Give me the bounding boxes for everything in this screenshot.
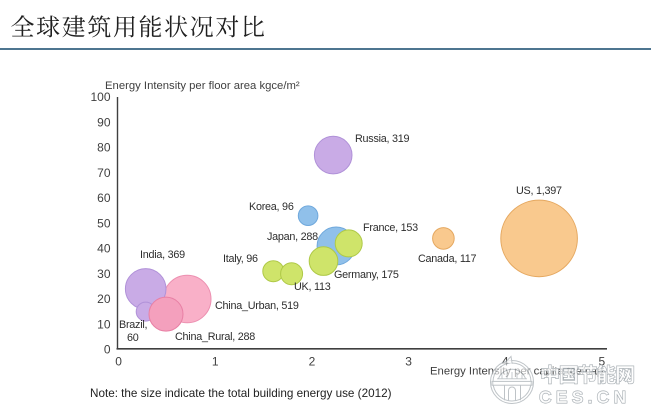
bubble-label-italy: Italy, 96 (223, 253, 258, 265)
x-tick-label: 5 (599, 354, 606, 368)
y-tick-label: 30 (97, 267, 111, 281)
bubble-label-india: India, 369 (140, 249, 185, 261)
bubble-label-france: France, 153 (363, 222, 418, 234)
bubble-label-china_urban: China_Urban, 519 (215, 300, 299, 312)
x-tick-label: 3 (405, 354, 412, 368)
y-tick-label: 60 (97, 191, 111, 205)
page-title (11, 15, 264, 38)
bubble-china_rural (148, 296, 184, 332)
watermark-domain: CES.CN (539, 387, 630, 407)
bubble-label-russia: Russia, 319 (355, 133, 410, 145)
page-title-glyphs (11, 15, 264, 38)
title-divider (0, 48, 651, 50)
chart-note: Note: the size indicate the total buildi… (90, 387, 392, 400)
y-tick-label: 100 (90, 90, 110, 104)
bubble-us (500, 199, 578, 278)
bubble-label-korea: Korea, 96 (249, 201, 294, 213)
bubble-label-china_rural: China_Rural, 288 (175, 331, 255, 343)
bubble-korea (297, 205, 319, 226)
bubble-label-brazil: Brazil, (119, 319, 147, 331)
bubble-russia (313, 135, 353, 175)
bubble-canada (432, 227, 455, 250)
x-tick-label: 1 (212, 354, 219, 368)
bubble-uk (280, 262, 304, 286)
y-tick-label: 40 (97, 242, 111, 256)
y-tick-label: 90 (97, 115, 111, 129)
chart-bubble-labels: China_Urban, 519 India, 369 Brazil,60 China… (119, 133, 562, 344)
watermark-site-name (541, 364, 635, 385)
chart-bubbles (124, 135, 578, 332)
x-tick-label: 2 (309, 354, 316, 368)
y-tick-label: 0 (104, 343, 111, 357)
y-tick-label: 20 (97, 292, 111, 306)
bubble-germany (308, 246, 339, 276)
bubble-label-japan: Japan, 288 (267, 231, 318, 243)
bubble-label-us: US, 1,397 (516, 185, 562, 197)
bubble-label-brazil: 60 (127, 332, 139, 344)
y-tick-label: 80 (97, 141, 111, 155)
bubble-france (334, 229, 363, 258)
bubble-label-uk: UK, 113 (294, 281, 331, 293)
watermark-logo-icon (490, 355, 534, 404)
bubble-label-germany: Germany, 175 (334, 269, 399, 281)
x-tick-label: 0 (115, 354, 122, 368)
y-tick-label: 70 (97, 166, 111, 180)
bubble-label-canada: Canada, 117 (418, 253, 477, 265)
y-axis-title: Energy Intensity per floor area kgce/m² (105, 80, 300, 92)
y-tick-label: 10 (97, 317, 111, 331)
chart-axes: 0102030405060708090100012345 (90, 90, 607, 368)
y-tick-label: 50 (97, 216, 111, 230)
